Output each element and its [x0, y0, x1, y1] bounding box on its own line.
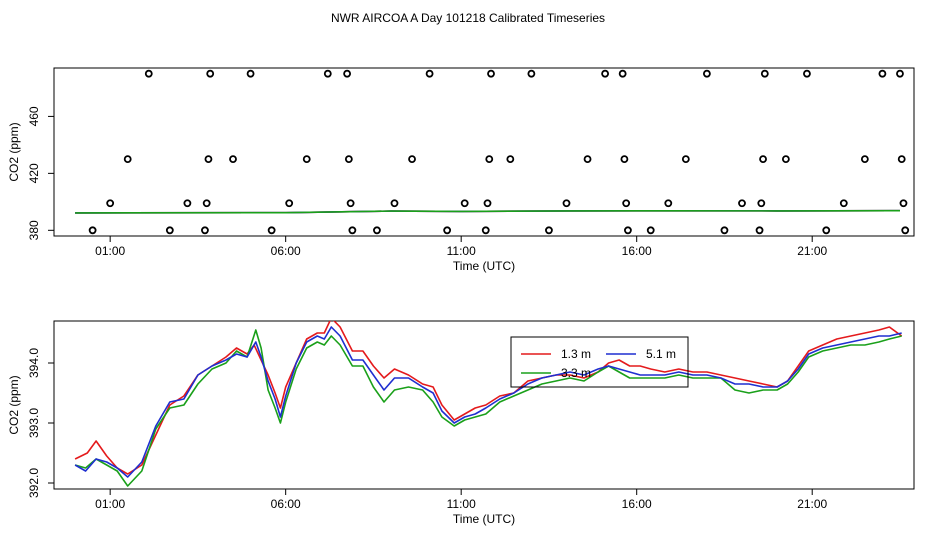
- reference-point: [899, 199, 908, 208]
- reference-point: [425, 69, 434, 78]
- reference-point: [348, 226, 357, 235]
- series-line-1-3-m: [74, 321, 903, 475]
- reference-point: [839, 199, 848, 208]
- reference-point: [144, 69, 153, 78]
- reference-point: [106, 199, 115, 208]
- y-axis-label: CO2 (ppm): [7, 122, 21, 181]
- reference-point: [702, 69, 711, 78]
- reference-point: [485, 155, 494, 164]
- reference-point: [202, 199, 211, 208]
- reference-point: [860, 155, 869, 164]
- reference-point: [901, 226, 910, 235]
- y-tick-label: 420: [27, 163, 41, 183]
- reference-point: [443, 226, 452, 235]
- reference-point: [527, 69, 536, 78]
- reference-point: [408, 155, 416, 164]
- reference-point: [183, 199, 192, 208]
- reference-point: [267, 226, 276, 235]
- x-tick-label: 16:00: [622, 244, 652, 258]
- figure-title: NWR AIRCOA A Day 101218 Calibrated Times…: [331, 11, 605, 25]
- reference-point: [878, 69, 887, 78]
- reference-point: [373, 226, 381, 235]
- reference-point: [487, 69, 495, 78]
- reference-point: [664, 199, 673, 208]
- x-axis-label: Time (UTC): [453, 259, 515, 273]
- reference-point: [622, 199, 631, 208]
- reference-point: [323, 69, 332, 78]
- reference-point: [738, 199, 746, 208]
- reference-point: [481, 226, 490, 235]
- legend-label-5-1-m: 5.1 m: [646, 347, 676, 361]
- plot-frame: [53, 67, 915, 237]
- plot-area: [74, 321, 903, 487]
- y-tick-label: 393.0: [27, 408, 41, 438]
- series-line-5-1-m: [74, 326, 902, 478]
- series-line-3-3-m: [74, 329, 902, 487]
- reference-point: [344, 155, 353, 164]
- reference-point: [757, 199, 766, 208]
- x-tick-label: 06:00: [271, 497, 301, 511]
- reference-point: [562, 199, 571, 208]
- reference-point: [204, 155, 213, 164]
- reference-point: [759, 155, 767, 164]
- y-tick-label: 392.0: [27, 468, 41, 498]
- reference-point: [583, 155, 592, 164]
- reference-point: [646, 226, 655, 235]
- x-tick-label: 01:00: [95, 497, 125, 511]
- reference-point: [285, 199, 294, 208]
- x-tick-label: 01:00: [95, 244, 125, 258]
- y-axis-label: CO2 (ppm): [7, 375, 21, 434]
- legend-label-1-3-m: 1.3 m: [561, 347, 591, 361]
- reference-point: [229, 155, 237, 164]
- reference-point: [897, 155, 906, 164]
- reference-point: [201, 226, 209, 235]
- x-tick-label: 21:00: [797, 244, 827, 258]
- x-tick-label: 21:00: [797, 497, 827, 511]
- series-line-3-3-m: [75, 209, 901, 214]
- x-tick-label: 16:00: [622, 497, 652, 511]
- reference-point: [620, 155, 629, 164]
- reference-point: [720, 226, 729, 235]
- x-tick-label: 06:00: [271, 244, 301, 258]
- reference-point: [123, 155, 132, 164]
- plot-area: [75, 69, 910, 235]
- y-tick-label: 394.0: [27, 348, 41, 378]
- reference-point: [483, 199, 492, 208]
- reference-point: [343, 69, 352, 78]
- reference-point: [346, 199, 355, 208]
- y-tick-label: 380: [27, 220, 41, 240]
- reference-point: [760, 69, 769, 78]
- reference-point: [803, 69, 811, 78]
- reference-point: [545, 226, 553, 235]
- reference-point: [618, 69, 627, 78]
- reference-point: [681, 155, 690, 164]
- legend-box: [510, 336, 689, 388]
- reference-point: [601, 69, 610, 78]
- legend: 1.3 m 5.1 m 3.3 m: [510, 336, 689, 388]
- reference-scatter-panel: 01:00 06:00 11:00 16:00 21:00 Time (UTC) 380 42…: [7, 67, 915, 273]
- reference-point: [88, 226, 97, 235]
- co2-timeseries-panel: 01:00 06:00 11:00 16:00 21:00 Time (UTC) 392.0…: [7, 320, 915, 526]
- reference-point: [755, 226, 764, 235]
- reference-point: [206, 69, 215, 78]
- reference-point: [246, 69, 255, 78]
- reference-point: [460, 199, 469, 208]
- reference-point: [302, 155, 311, 164]
- y-tick-label: 460: [27, 106, 41, 126]
- reference-point: [624, 226, 632, 235]
- reference-point: [165, 226, 174, 235]
- x-tick-label: 11:00: [447, 497, 476, 511]
- reference-point: [506, 155, 515, 164]
- reference-point: [822, 226, 831, 235]
- legend-label-3-3-m: 3.3 m: [561, 366, 591, 380]
- reference-point: [390, 199, 399, 208]
- reference-point: [896, 69, 904, 78]
- plot-frame: [53, 320, 915, 490]
- x-tick-label: 11:00: [447, 244, 476, 258]
- reference-point: [781, 155, 790, 164]
- x-axis-label: Time (UTC): [453, 512, 515, 526]
